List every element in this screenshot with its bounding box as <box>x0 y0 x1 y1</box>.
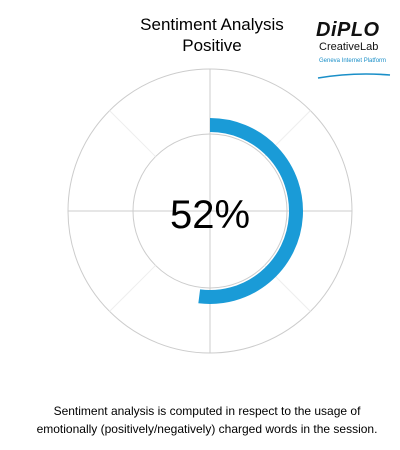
logo-swoosh-icon <box>317 73 391 79</box>
gauge-grid-diagonal-4 <box>109 110 156 157</box>
chart-title: Sentiment Analysis Positive <box>100 14 324 56</box>
chart-title-line-1: Sentiment Analysis <box>140 15 284 34</box>
gauge-grid-diagonal-3 <box>109 265 156 312</box>
gauge-value-arc <box>198 118 303 304</box>
gauge-value-label: 52% <box>170 193 250 237</box>
chart-title-line-2: Positive <box>182 36 242 55</box>
diplo-logo: DiPLO CreativeLab Geneva Internet Platfo… <box>316 20 392 80</box>
logo-tagline: Geneva Internet Platform <box>319 58 387 64</box>
footnote: Sentiment analysis is computed in respec… <box>36 404 378 436</box>
logo-subtitle: CreativeLab <box>319 41 379 53</box>
logo-wordmark: DiPLO <box>316 19 380 41</box>
